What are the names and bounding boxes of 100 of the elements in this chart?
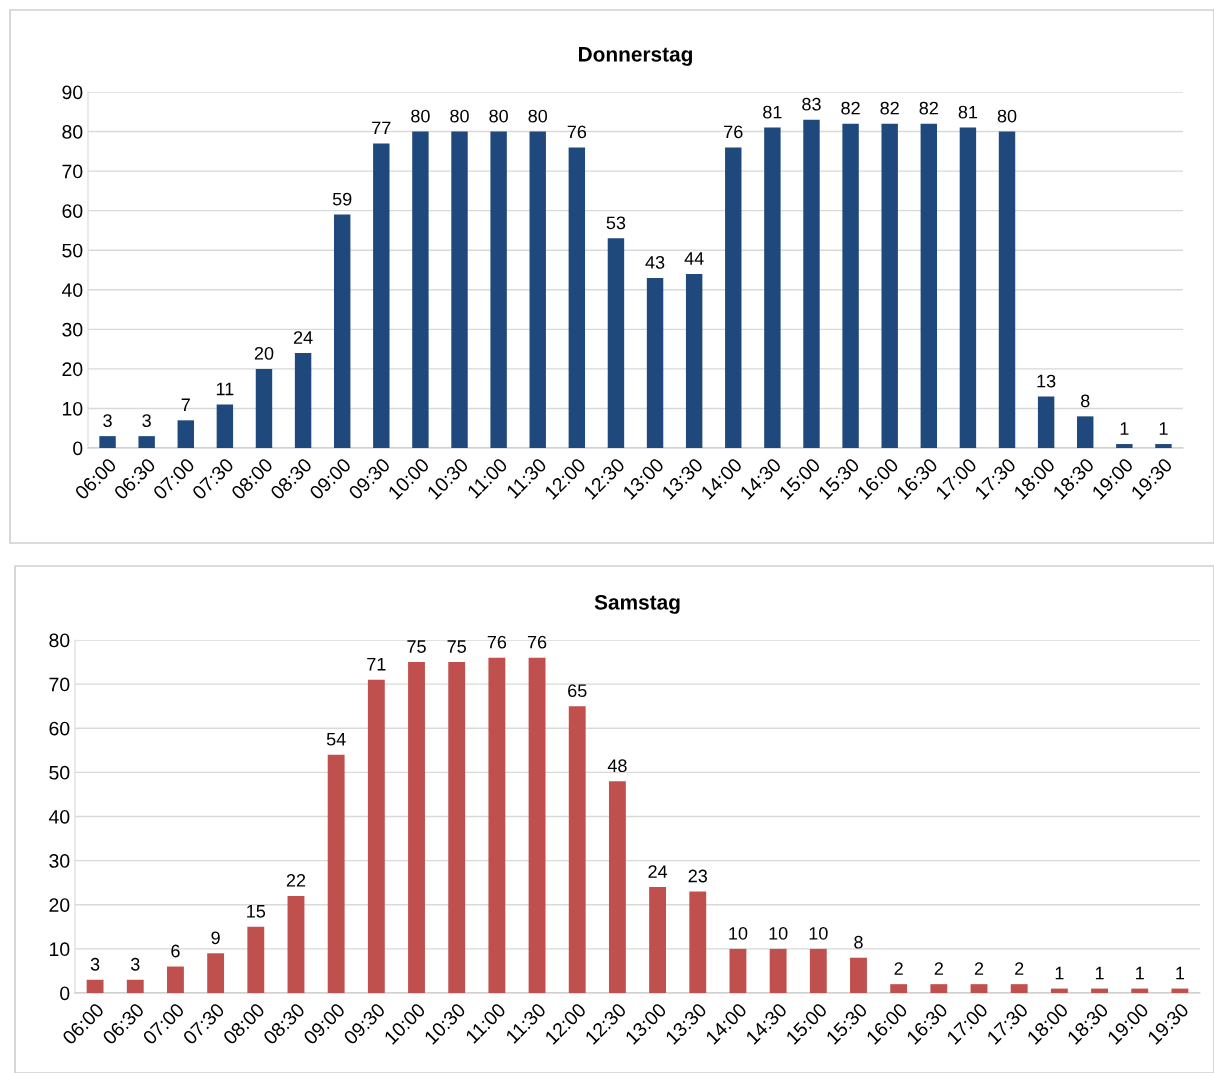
data-label: 1 [1176,966,1185,980]
bar [177,420,194,448]
data-label: 77 [372,121,391,135]
bar [850,957,867,993]
bar [294,353,312,448]
y-tick-label: 10 [63,401,83,416]
data-label: 76 [567,125,587,139]
bar [1131,988,1149,993]
bar [408,662,425,993]
y-tick-label: 10 [50,942,70,957]
data-label: 11 [216,382,234,396]
data-label: 48 [607,759,627,773]
data-label: 1 [1095,966,1104,980]
bar [448,662,466,993]
bar [608,781,626,993]
data-label: 2 [894,962,903,975]
chart-title: Donnerstag [579,47,692,66]
bar [764,127,781,448]
data-label: 10 [729,926,748,940]
data-label: 81 [763,105,782,119]
data-label: 8 [854,935,863,949]
data-label: 6 [171,944,180,958]
data-label: 1 [1136,966,1144,980]
data-label: 82 [880,101,899,115]
bar [998,131,1016,448]
bar [255,368,273,448]
data-label: 13 [1037,374,1056,388]
bar [490,131,507,448]
y-tick-label: 60 [49,721,70,736]
data-label: 65 [568,684,587,698]
bar [1010,984,1028,993]
data-label: 80 [528,109,548,123]
bar [412,131,429,448]
data-label: 81 [958,105,978,119]
y-tick-label: 0 [73,441,83,456]
data-label: 3 [130,957,140,971]
bar [1091,988,1108,993]
bar [138,436,155,448]
bar [959,127,977,448]
bar [970,984,988,993]
bar [725,147,742,448]
data-label: 75 [407,640,426,653]
data-label: 82 [919,101,938,115]
data-label: 76 [527,635,547,649]
y-tick-label: 40 [61,283,83,298]
bar [1077,416,1094,448]
data-label: 53 [606,216,626,230]
bar [327,754,345,993]
bar [803,119,820,448]
data-label: 3 [103,414,112,428]
data-label: 43 [645,256,665,269]
y-tick-label: 70 [49,677,70,692]
data-label: 15 [247,905,266,918]
bar [649,887,667,993]
bar [529,131,546,448]
y-tick-label: 30 [62,322,83,337]
bar [568,706,586,993]
bar [607,238,625,448]
y-tick-label: 20 [62,362,83,377]
bar [568,147,586,448]
y-tick-label: 60 [62,204,83,218]
bar [287,895,305,993]
bar [216,404,234,448]
data-label: 10 [809,926,828,940]
data-label: 80 [450,109,469,123]
data-label: 44 [684,252,704,265]
bar [930,984,948,993]
data-label: 83 [802,97,821,111]
bar [333,214,351,448]
data-label: 23 [688,869,708,883]
data-label: 9 [211,931,220,945]
data-label: 76 [487,635,507,649]
bar [685,273,703,448]
data-label: 3 [142,414,151,428]
chart-title: Samstag [594,594,680,614]
data-label: 22 [286,874,306,887]
bar [99,436,116,448]
data-label: 1 [1120,422,1129,435]
data-label: 76 [724,125,743,139]
data-label: 75 [447,640,466,653]
y-tick-label: 80 [62,125,83,139]
y-tick-label: 80 [49,633,70,648]
data-label: 10 [769,926,788,940]
data-label: 24 [293,331,313,344]
bar [373,143,390,448]
y-tick-label: 90 [62,85,83,100]
data-label: 1 [1055,966,1064,980]
y-tick-label: 30 [49,854,70,868]
bar [881,123,898,448]
bar [769,948,787,993]
bar [1116,444,1133,448]
bar [167,966,184,993]
data-label: 2 [934,962,943,975]
y-tick-label: 50 [49,765,70,780]
y-tick-label: 50 [62,243,83,258]
y-tick-label: 20 [49,898,70,912]
bar [920,123,938,448]
bar [1171,988,1189,993]
data-label: 2 [1015,962,1024,975]
data-label: 8 [1081,394,1090,408]
